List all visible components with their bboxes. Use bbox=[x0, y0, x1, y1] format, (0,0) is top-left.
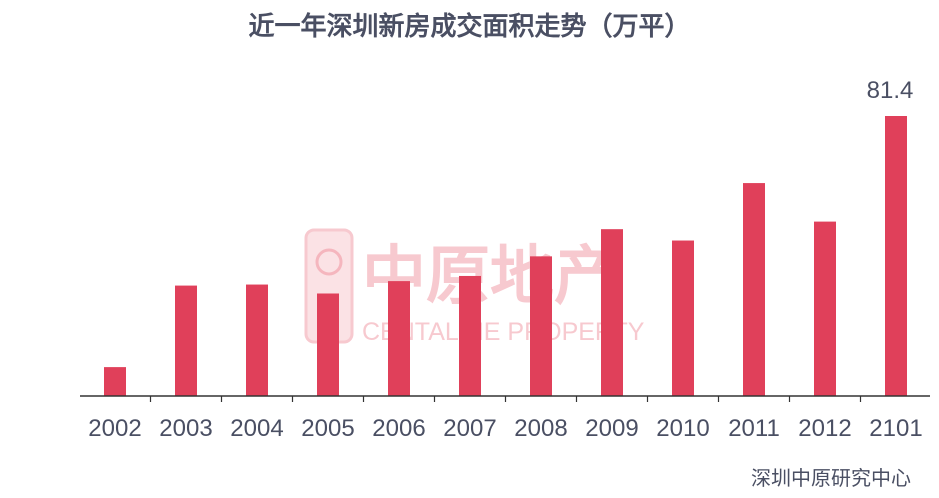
bar-2008 bbox=[530, 256, 552, 396]
x-tick-label: 2006 bbox=[372, 415, 425, 442]
bar-2002 bbox=[104, 367, 126, 396]
bar-2011 bbox=[743, 183, 765, 396]
bar-2009 bbox=[601, 229, 623, 396]
chart-title: 近一年深圳新房成交面积走势（万平） bbox=[248, 12, 691, 42]
x-tick-label: 2002 bbox=[88, 415, 141, 442]
x-tick-label: 2011 bbox=[728, 415, 780, 442]
x-tick-labels-group: 2002 2003 2004 2005 2006 2007 2008 2009 2010 2011… bbox=[88, 415, 922, 442]
bar-2007 bbox=[459, 275, 481, 396]
bar-2004 bbox=[246, 284, 268, 396]
bar-2101 bbox=[885, 116, 907, 396]
x-tick-label: 2012 bbox=[798, 415, 851, 442]
x-ticks-group bbox=[149, 396, 862, 402]
bars-group bbox=[104, 116, 907, 396]
x-tick-label: 2009 bbox=[585, 415, 638, 442]
x-tick-label: 2004 bbox=[230, 415, 283, 442]
bar-2005 bbox=[317, 293, 339, 396]
x-tick-label: 2010 bbox=[656, 415, 709, 442]
watermark-seal-ring bbox=[315, 248, 343, 276]
bar-2003 bbox=[175, 285, 197, 396]
bar-2006 bbox=[388, 281, 410, 396]
bar-2010 bbox=[672, 240, 694, 396]
data-label: 81.4 bbox=[867, 77, 914, 104]
x-tick-label: 2007 bbox=[443, 415, 496, 442]
source-note: 深圳中原研究中心 bbox=[751, 466, 911, 490]
bar-2012 bbox=[814, 221, 836, 396]
data-labels-group: 81.4 bbox=[867, 77, 914, 104]
x-tick-label: 2101 bbox=[869, 415, 922, 442]
x-tick-label: 2008 bbox=[514, 415, 567, 442]
x-tick-label: 2003 bbox=[159, 415, 212, 442]
x-tick-label: 2005 bbox=[301, 415, 354, 442]
